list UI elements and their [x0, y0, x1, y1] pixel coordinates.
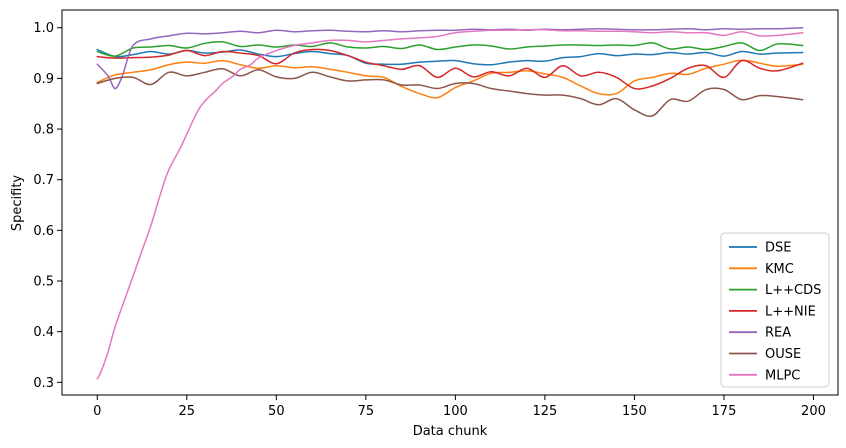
- series-line-mlpc: [96, 28, 804, 380]
- legend-label-rea: REA: [765, 326, 791, 341]
- legend-box: [720, 232, 830, 388]
- x-tick-label: 175: [712, 404, 737, 419]
- y-tick-label: 0.9: [33, 72, 54, 87]
- x-tick-label: 100: [443, 404, 468, 419]
- x-tick-label: 50: [268, 404, 285, 419]
- plot-frame: [61, 9, 839, 396]
- legend-label-dse: DSE: [765, 241, 791, 256]
- y-tick-label: 0.5: [33, 275, 54, 290]
- y-tick-label: 0.8: [33, 123, 54, 138]
- y-tick-label: 0.6: [33, 224, 54, 239]
- plot-area: [96, 26, 804, 380]
- y-axis-label: Specifity: [10, 175, 25, 232]
- legend-label-lppcds: L++CDS: [765, 283, 821, 298]
- series-line-kmc: [96, 59, 804, 99]
- x-axis-ticks: 0 25 50 75 100 125 150 175 200: [93, 395, 826, 419]
- y-tick-label: 0.4: [33, 325, 54, 340]
- x-tick-label: 0: [93, 404, 101, 419]
- legend-label-ouse: OUSE: [765, 347, 801, 362]
- x-tick-label: 125: [532, 404, 557, 419]
- x-axis-label: Data chunk: [413, 424, 488, 439]
- y-tick-label: 1.0: [33, 21, 54, 36]
- series-line-lppnie: [96, 48, 804, 90]
- legend-label-kmc: KMC: [765, 262, 794, 277]
- series-line-lppcds: [96, 41, 804, 57]
- series-line-dse: [96, 48, 804, 66]
- x-tick-label: 75: [358, 404, 375, 419]
- legend: DSE KMC L++CDS L++NIE REA OUSE MLPC: [720, 232, 830, 388]
- legend-label-lppnie: L++NIE: [765, 304, 816, 319]
- x-tick-label: 150: [622, 404, 647, 419]
- y-axis-ticks: 0.3 0.4 0.5 0.6 0.7 0.8 0.9 1.0: [33, 21, 62, 391]
- legend-label-mlpc: MLPC: [765, 368, 800, 383]
- y-tick-label: 0.7: [33, 173, 54, 188]
- series-line-ouse: [96, 67, 804, 117]
- x-tick-label: 25: [179, 404, 196, 419]
- series-line-rea: [96, 26, 804, 90]
- y-tick-label: 0.3: [33, 376, 54, 391]
- x-tick-label: 200: [801, 404, 826, 419]
